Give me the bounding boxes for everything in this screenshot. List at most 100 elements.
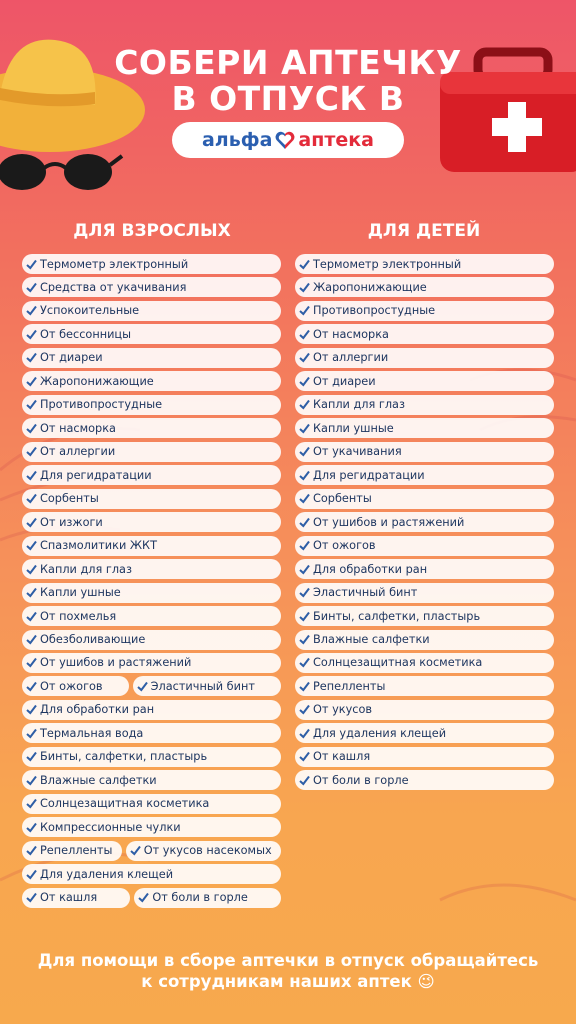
check-stroke [26, 306, 37, 316]
check-stroke [299, 564, 310, 575]
list-row: От ушибов и растяжений [295, 512, 554, 533]
item-text: От аллергии [40, 445, 116, 459]
check-stroke [26, 705, 37, 715]
check-icon [299, 705, 310, 715]
list-item: Капли ушные [22, 582, 281, 603]
item-text: От изжоги [40, 515, 103, 529]
list-item: Солнцезащитная косметика [295, 652, 554, 673]
list-item: Для обработки ран [22, 699, 281, 720]
list-row: От бессонницы [22, 324, 281, 345]
list-item: Спазмолитики ЖКТ [22, 535, 281, 556]
check-icon [299, 282, 310, 293]
list-row: Жаропонижающие [295, 277, 554, 298]
check-icon [299, 376, 310, 387]
check-icon [26, 564, 37, 575]
check-stroke [299, 447, 310, 457]
check-icon [299, 611, 310, 622]
list-item: Бинты, салфетки, пластырь [22, 746, 281, 767]
logo-text: альфа [201, 129, 273, 151]
hat-band [0, 88, 95, 107]
list-item: Капли для глаз [295, 394, 554, 415]
check-icon [299, 447, 310, 457]
item-text: Средства от укачивания [40, 280, 187, 294]
list-item: От ушибов и растяжений [22, 652, 281, 673]
item-text: От кашля [313, 750, 371, 764]
check-icon [299, 564, 310, 575]
list-item: От кашля [22, 887, 131, 908]
adults-list: Термометр электронный Средства от укачива… [22, 254, 282, 911]
item-text: От ушибов и растяжений [40, 656, 192, 670]
check-icon [299, 494, 310, 504]
list-item: Успокоительные [22, 300, 281, 321]
list-item: Репелленты [22, 840, 122, 861]
check-stroke [299, 494, 310, 504]
check-stroke [26, 517, 37, 528]
check-icon [26, 376, 37, 387]
list-item: Противопростудные [295, 300, 554, 321]
check-icon [26, 400, 37, 410]
list-row: От ожогов Эластичный бинт [22, 676, 281, 697]
item-text: От насморка [313, 327, 389, 341]
list-item: Капли ушные [295, 418, 554, 439]
check-icon [26, 681, 37, 692]
item-text: Термометр электронный [40, 257, 189, 271]
check-icon [26, 517, 37, 528]
check-icon [26, 775, 37, 786]
list-row: Капли для глаз [295, 394, 554, 415]
item-text: Капли ушные [40, 586, 121, 600]
list-item: Эластичный бинт [295, 582, 554, 603]
check-stroke [26, 494, 37, 504]
list-item: Противопростудные [22, 394, 281, 415]
list-item: Эластичный бинт [132, 676, 281, 697]
check-icon [26, 353, 37, 363]
item-text: Репелленты [40, 844, 113, 858]
item-text: Противопростудные [40, 398, 163, 412]
check-stroke [299, 541, 310, 551]
list-row: Спазмолитики ЖКТ [22, 535, 281, 556]
list-row: Для обработки ран [295, 559, 554, 580]
list-row: От аллергии [22, 441, 281, 462]
list-item: Термальная вода [22, 723, 281, 744]
check-icon [26, 306, 37, 316]
check-stroke [26, 846, 37, 856]
list-item: Термометр электронный [295, 254, 554, 274]
list-row: Бинты, салфетки, пластырь [295, 606, 554, 627]
check-icon [26, 329, 37, 340]
check-stroke [26, 658, 37, 668]
list-row: Для удаления клещей [22, 864, 281, 885]
list-row: Термометр электронный [22, 254, 281, 274]
check-stroke [26, 329, 37, 340]
item-text: Для удаления клещей [40, 867, 174, 881]
list-item: От бессонницы [22, 324, 281, 345]
list-row: От укусов [295, 699, 554, 720]
check-stroke [136, 681, 148, 692]
check-icon [138, 893, 150, 903]
check-stroke [299, 376, 310, 387]
item-text: От похмелья [40, 609, 117, 623]
title-line: В ОТПУСК В [171, 79, 405, 118]
list-row: Для регидратации [22, 465, 281, 486]
list-row: От диареи [22, 347, 281, 368]
item-text: Солнцезащитная косметика [40, 797, 210, 811]
item-text: От бессонницы [40, 327, 132, 341]
list-row: Репелленты От укусов насекомых [22, 840, 282, 861]
check-stroke [26, 376, 37, 387]
list-item: Репелленты [295, 676, 554, 697]
list-row: От насморка [295, 324, 554, 345]
check-icon [26, 587, 37, 598]
item-text: Обезболивающие [40, 633, 146, 646]
list-row: Термальная вода [22, 723, 281, 744]
list-row: Капли ушные [22, 582, 281, 603]
list-item: Для регидратации [295, 465, 554, 486]
check-stroke [299, 329, 310, 340]
list-row: Термометр электронный [295, 254, 554, 274]
check-icon [299, 470, 310, 481]
check-stroke [130, 846, 141, 856]
check-icon [26, 846, 37, 856]
list-item: От ушибов и растяжений [295, 512, 554, 533]
check-icon [299, 329, 310, 340]
check-stroke [26, 259, 37, 269]
item-text: Бинты, салфетки, пластырь [313, 609, 481, 623]
